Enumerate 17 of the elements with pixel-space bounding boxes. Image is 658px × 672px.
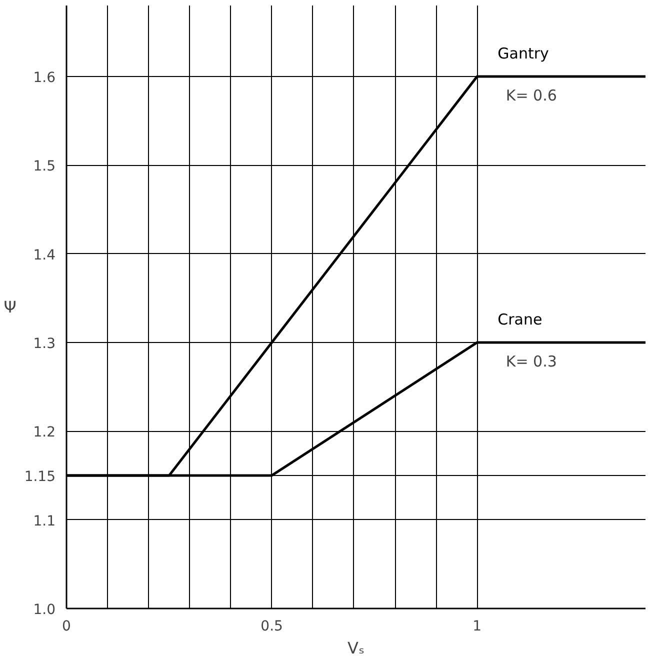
y-axis-title: Ψ xyxy=(4,298,16,316)
x-tick-label: 0 xyxy=(62,618,71,634)
y-tick-label: 1.3 xyxy=(33,336,56,352)
y-tick-label: 1.5 xyxy=(33,158,56,175)
x-tick-label: 0.5 xyxy=(260,618,283,634)
x-tick-label: 1 xyxy=(472,618,482,634)
y-tick-label: 1.15 xyxy=(24,468,56,485)
y-tick-label: 1.0 xyxy=(33,602,56,618)
y-tick-label: 1.6 xyxy=(33,70,56,86)
annotation: K= 0.3 xyxy=(506,352,557,370)
y-tick-label: 1.2 xyxy=(33,424,56,441)
y-tick-label: 1.1 xyxy=(33,513,56,530)
y-tick-label: 1.4 xyxy=(33,247,56,264)
series-label: Crane xyxy=(498,310,542,328)
series-label: Gantry xyxy=(498,44,550,62)
x-axis-title: Vₛ xyxy=(348,638,364,658)
annotation: K= 0.6 xyxy=(506,86,557,104)
